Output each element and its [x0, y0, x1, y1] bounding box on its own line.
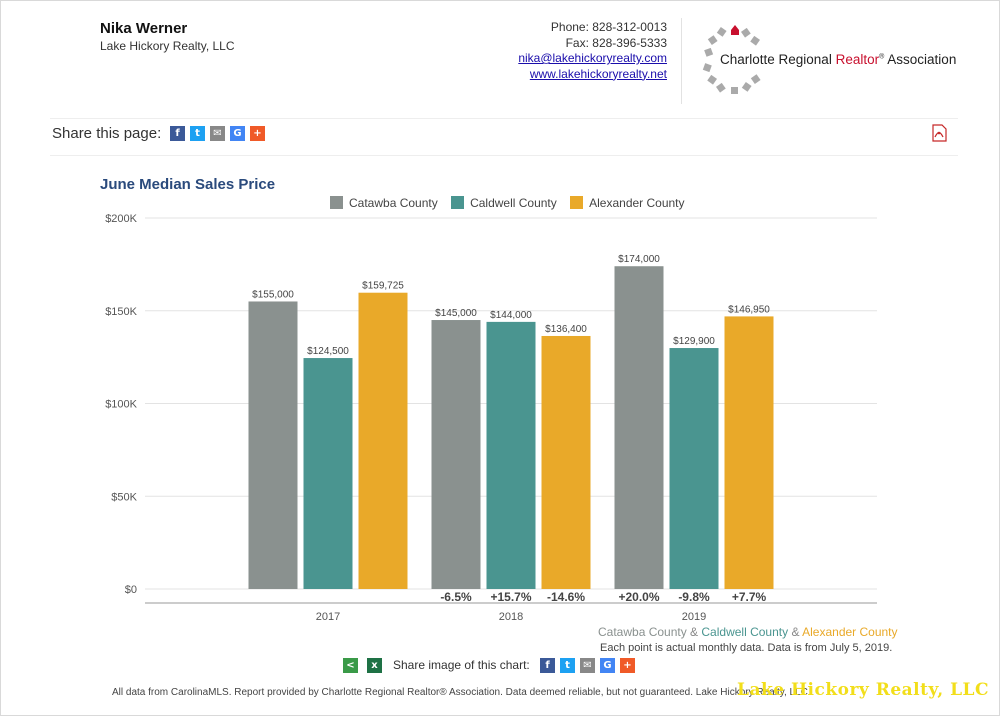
- data-note: Each point is actual monthly data. Data …: [600, 642, 893, 654]
- footer-legend: Catawba County & Caldwell County & Alexa…: [598, 625, 898, 639]
- bar: [431, 320, 481, 589]
- excel-icon[interactable]: x: [367, 658, 382, 673]
- footer-legend-alexander: Alexander County: [802, 625, 898, 639]
- agent-name: Nika Werner: [100, 20, 188, 37]
- watermark: Lake Hickory Realty, LLC: [737, 680, 990, 700]
- percent-change-label: +15.7%: [490, 590, 531, 604]
- google-icon[interactable]: G: [600, 658, 615, 673]
- legend-swatch: [570, 196, 584, 209]
- bar-value-label: $145,000: [435, 308, 477, 319]
- bar: [541, 335, 591, 589]
- facebook-icon[interactable]: f: [540, 658, 555, 673]
- logo-text-part: Charlotte Regional: [720, 52, 836, 67]
- y-tick-label: $0: [125, 584, 137, 596]
- logo-text: Charlotte Regional Realtor® Association: [720, 52, 957, 67]
- bar-value-label: $136,400: [545, 324, 587, 335]
- bar: [724, 316, 774, 589]
- chart-title: June Median Sales Price: [100, 176, 276, 193]
- chart-legend: Catawba County Caldwell County Alexander…: [330, 196, 695, 210]
- phone-text: Phone: 828-312-0013: [550, 20, 667, 34]
- disclaimer-text: All data from CarolinaMLS. Report provid…: [112, 687, 808, 698]
- legend-item-alexander[interactable]: Alexander County: [570, 196, 685, 210]
- y-tick-label: $200K: [105, 213, 137, 225]
- bar-value-label: $174,000: [618, 254, 660, 265]
- y-tick-label: $100K: [105, 399, 137, 411]
- google-icon[interactable]: G: [230, 126, 245, 141]
- footer-legend-catawba: Catawba County: [598, 625, 687, 639]
- contact-block: Phone: 828-312-0013 Fax: 828-396-5333 ni…: [470, 20, 667, 82]
- legend-item-catawba[interactable]: Catawba County: [330, 196, 438, 210]
- bar: [248, 301, 298, 589]
- legend-label: Catawba County: [349, 196, 438, 210]
- facebook-icon[interactable]: f: [170, 126, 185, 141]
- x-tick-label: 2018: [499, 611, 523, 623]
- legend-swatch: [330, 196, 343, 209]
- pdf-icon[interactable]: [931, 124, 947, 142]
- bar-value-label: $159,725: [362, 281, 404, 292]
- bar: [614, 266, 664, 589]
- share-icon[interactable]: <: [343, 658, 358, 673]
- bar: [303, 358, 353, 589]
- bar-value-label: $144,000: [490, 310, 532, 321]
- bar: [669, 348, 719, 589]
- share-bar: Share this page: f t ✉ G +: [50, 118, 958, 156]
- percent-change-label: -6.5%: [440, 590, 472, 604]
- agent-company: Lake Hickory Realty, LLC: [100, 39, 235, 53]
- logo-text-part: Association: [884, 52, 957, 67]
- y-tick-label: $150K: [105, 306, 137, 318]
- legend-item-caldwell[interactable]: Caldwell County: [451, 196, 557, 210]
- share-chart-label: Share image of this chart:: [393, 658, 530, 672]
- percent-change-label: -14.6%: [547, 590, 585, 604]
- plus-icon[interactable]: +: [620, 658, 635, 673]
- email-link[interactable]: nika@lakehickoryrealty.com: [518, 51, 667, 65]
- bar-value-label: $129,900: [673, 336, 715, 347]
- twitter-icon[interactable]: t: [190, 126, 205, 141]
- email-icon[interactable]: ✉: [210, 126, 225, 141]
- footer-legend-separator: &: [788, 625, 803, 639]
- website-link[interactable]: www.lakehickoryrealty.net: [529, 66, 667, 81]
- x-tick-label: 2017: [316, 611, 340, 623]
- y-tick-label: $50K: [111, 491, 137, 503]
- twitter-icon[interactable]: t: [560, 658, 575, 673]
- share-label: Share this page:: [52, 125, 162, 142]
- bar: [358, 292, 408, 589]
- header-divider: [681, 18, 682, 104]
- bar: [486, 321, 536, 589]
- realtor-association-logo: [702, 25, 761, 94]
- legend-label: Caldwell County: [470, 196, 557, 210]
- fax-text: Fax: 828-396-5333: [565, 35, 667, 50]
- footer-legend-caldwell: Caldwell County: [701, 625, 789, 639]
- percent-change-label: +7.7%: [732, 590, 767, 604]
- x-tick-label: 2019: [682, 611, 706, 623]
- bar-value-label: $124,500: [307, 346, 349, 357]
- percent-change-label: +20.0%: [618, 590, 659, 604]
- plus-icon[interactable]: +: [250, 126, 265, 141]
- bar-value-label: $146,950: [728, 304, 770, 315]
- email-icon[interactable]: ✉: [580, 658, 595, 673]
- percent-change-label: -9.8%: [678, 590, 710, 604]
- bar-value-label: $155,000: [252, 289, 294, 300]
- legend-label: Alexander County: [589, 196, 685, 210]
- logo-text-realtor: Realtor: [835, 52, 880, 67]
- footer-legend-separator: &: [686, 625, 702, 639]
- legend-swatch: [451, 196, 465, 209]
